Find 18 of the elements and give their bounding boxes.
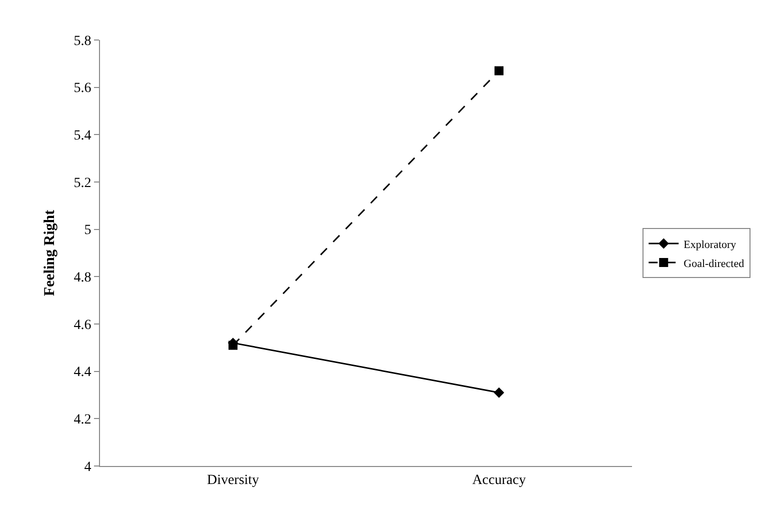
legend-label: Goal-directed (684, 258, 745, 270)
y-tick-label: 5.4 (74, 128, 92, 144)
y-tick-label: 4.8 (74, 270, 92, 286)
y-tick-label: 5.2 (74, 176, 92, 191)
y-tick-label: 5 (84, 223, 92, 238)
y-tick-label: 5.8 (74, 34, 92, 49)
y-tick-label: 4.6 (74, 318, 92, 333)
y-tick-label: 4 (84, 460, 92, 475)
point (494, 387, 504, 398)
x-tick-label: Accuracy (472, 472, 526, 488)
y-tick-label: 4.4 (74, 365, 92, 380)
legend-label: Exploratory (684, 238, 737, 251)
y-tick-label: 5.6 (74, 81, 92, 96)
y-tick-label: 4.2 (74, 412, 92, 428)
x-tick-label: Diversity (206, 472, 260, 488)
y-axis-title: Feeling Right (42, 210, 58, 296)
point (494, 66, 504, 76)
point (228, 340, 238, 350)
